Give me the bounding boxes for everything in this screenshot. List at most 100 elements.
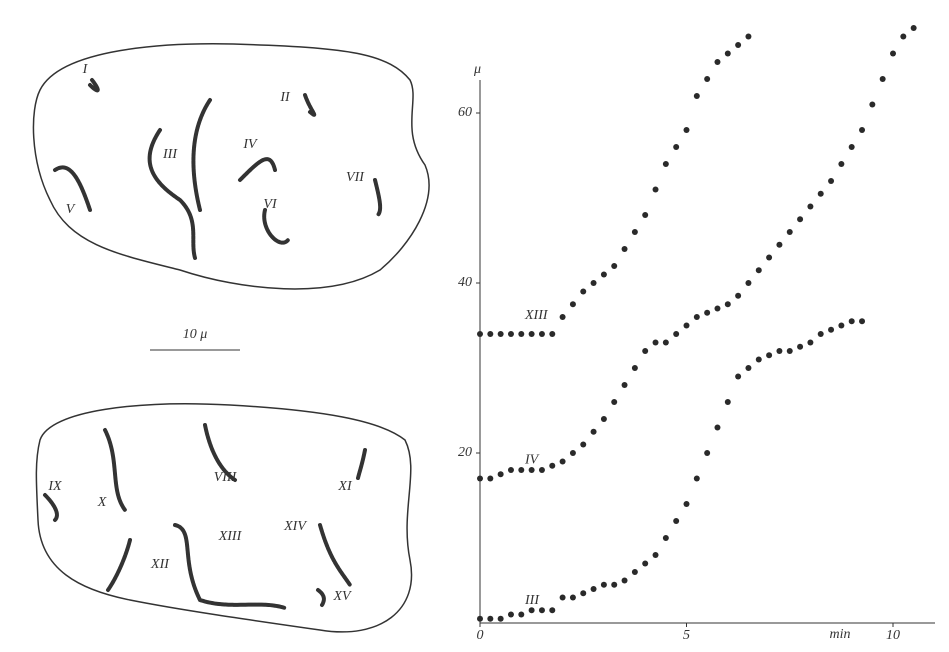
chromosome-label: I [82, 62, 89, 77]
data-point [787, 348, 793, 354]
chromosome-label: VIII [214, 470, 238, 485]
data-point [807, 340, 813, 346]
data-point [735, 374, 741, 380]
data-point [632, 365, 638, 371]
data-point [663, 340, 669, 346]
scale-label: 10 μ [183, 327, 208, 342]
chromosome-label: VII [346, 170, 365, 185]
data-point [766, 352, 772, 358]
series-label: III [524, 593, 540, 608]
cell-outline [36, 404, 411, 632]
data-point [477, 331, 483, 337]
data-point [828, 178, 834, 184]
data-point [663, 535, 669, 541]
data-point [549, 607, 555, 613]
y-tick-label: 60 [458, 105, 472, 120]
data-point [518, 331, 524, 337]
data-point [818, 331, 824, 337]
chromosome-label: IV [242, 137, 258, 152]
data-point [560, 595, 566, 601]
data-point [611, 399, 617, 405]
chromosome-label: XV [332, 589, 352, 604]
data-point [911, 25, 917, 31]
data-point [580, 590, 586, 596]
data-point [498, 616, 504, 622]
data-point [725, 301, 731, 307]
x-tick-label: 10 [886, 628, 900, 643]
data-point [601, 272, 607, 278]
data-point [570, 301, 576, 307]
data-point [539, 607, 545, 613]
data-point [653, 552, 659, 558]
data-point [653, 340, 659, 346]
data-point [611, 582, 617, 588]
data-point [580, 442, 586, 448]
data-point [498, 331, 504, 337]
data-point [849, 318, 855, 324]
data-point [714, 59, 720, 65]
data-point [560, 459, 566, 465]
data-point [477, 476, 483, 482]
data-point [684, 127, 690, 133]
data-point [859, 127, 865, 133]
y-tick-label: 40 [458, 275, 472, 290]
data-point [745, 280, 751, 286]
data-point [508, 331, 514, 337]
data-point [642, 212, 648, 218]
x-tick-label: 0 [477, 628, 484, 643]
data-point [539, 331, 545, 337]
data-point [632, 569, 638, 575]
data-point [704, 310, 710, 316]
data-point [900, 34, 906, 40]
data-point [642, 561, 648, 567]
data-point [580, 289, 586, 295]
data-point [477, 616, 483, 622]
data-point [498, 471, 504, 477]
data-point [622, 382, 628, 388]
chromosome-label: IX [47, 479, 62, 494]
data-point [890, 51, 896, 57]
data-point [560, 314, 566, 320]
data-point [859, 318, 865, 324]
series-label: XIII [524, 308, 549, 323]
chromosome-label: V [66, 202, 76, 217]
data-point [776, 348, 782, 354]
data-point [549, 331, 555, 337]
data-point [570, 450, 576, 456]
data-point [880, 76, 886, 82]
data-point [529, 467, 535, 473]
data-point [745, 365, 751, 371]
data-point [591, 586, 597, 592]
data-point [622, 246, 628, 252]
data-point [684, 323, 690, 329]
data-point [714, 306, 720, 312]
data-point [725, 399, 731, 405]
data-point [684, 501, 690, 507]
figure: 10 μ IIIIIIIVVVIVIIVIIIIXXXIXIIXIIIXIVXV… [0, 0, 949, 647]
data-point [487, 331, 493, 337]
data-point [591, 280, 597, 286]
chromosome-label: XII [150, 557, 170, 572]
data-point [735, 42, 741, 48]
data-point [694, 476, 700, 482]
chromosome-label: II [279, 90, 291, 105]
data-point [725, 51, 731, 57]
data-point [704, 76, 710, 82]
data-point [518, 467, 524, 473]
data-point [663, 161, 669, 167]
data-point [766, 255, 772, 261]
data-point [570, 595, 576, 601]
chromosome-label: III [162, 147, 178, 162]
data-point [508, 467, 514, 473]
data-point [776, 242, 782, 248]
data-point [508, 612, 514, 618]
data-point [787, 229, 793, 235]
x-axis-label: min [830, 627, 851, 642]
data-point [673, 331, 679, 337]
chromosome-label: XIV [283, 519, 307, 534]
data-point [704, 450, 710, 456]
data-point [694, 314, 700, 320]
data-point [487, 616, 493, 622]
chromosome [55, 80, 380, 258]
data-point [797, 344, 803, 350]
